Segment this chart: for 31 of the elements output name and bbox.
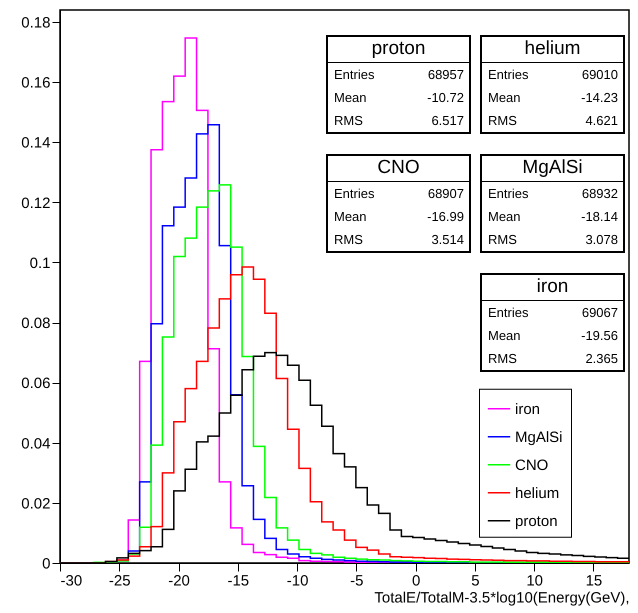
text: helium Entries 69010 Mean -14.23 RMS 4.621 [488, 38, 618, 128]
legend-label: CNO [515, 456, 548, 474]
y-tick-label: 0.16 [21, 74, 50, 92]
x-tick-label: 15 [586, 572, 602, 590]
text: CNO Entries 68907 Mean -16.99 RMS 3.514 [334, 157, 464, 247]
x-tick-label: -15 [227, 572, 250, 590]
y-tick-label: 0.12 [21, 194, 50, 212]
y-tick-label: 0.14 [21, 134, 50, 152]
y-tick-label: 0.04 [21, 435, 50, 452]
y-tick-label: 0.06 [21, 375, 50, 392]
x-tick-label: -30 [60, 572, 82, 590]
x-tick-label: 0 [412, 572, 420, 590]
text: proton Entries 68957 Mean -10.72 RMS 6.517 [334, 38, 464, 128]
legend-label: helium [515, 484, 560, 502]
x-tick-label: 5 [471, 572, 480, 590]
text: MgAlSi Entries 68932 Mean -18.14 RMS 3.078 [488, 157, 618, 247]
y-tick-label: 0 [42, 556, 50, 572]
y-tick-label: 0.18 [21, 14, 50, 32]
legend-label: proton [515, 512, 558, 530]
y-tick-label: 0.02 [21, 495, 50, 512]
y-tick-label: 0.08 [21, 315, 50, 332]
x-tick-label: -20 [168, 572, 190, 590]
x-axis-title: TotalE/TotalM-3.5*log10(Energy(GeV), [374, 590, 630, 606]
x-tick-label: -10 [286, 572, 308, 590]
legend-label: iron [515, 400, 540, 418]
x-tick-label: -5 [350, 572, 364, 590]
legend-label: MgAlSi [515, 428, 563, 446]
text: iron Entries 69067 Mean -19.56 RMS 2.365 [488, 276, 618, 366]
y-tick-label: 0.1 [30, 254, 50, 272]
x-tick-label: 10 [526, 572, 544, 590]
x-tick-label: -25 [108, 572, 131, 590]
